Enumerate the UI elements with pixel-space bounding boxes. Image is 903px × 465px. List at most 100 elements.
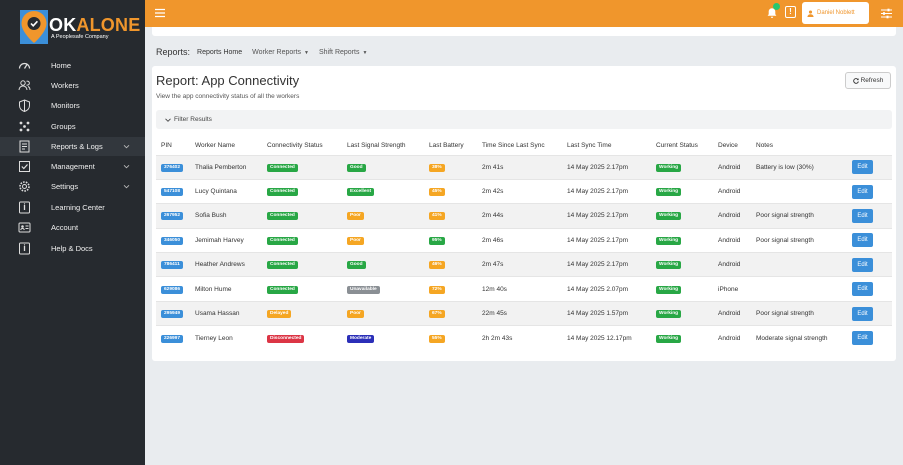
sidebar-item-label: Groups bbox=[51, 122, 76, 131]
signal-badge: Good bbox=[347, 163, 366, 172]
status-badge: Working bbox=[656, 261, 682, 270]
table-header: PIN Worker Name Connectivity Status Last Si… bbox=[156, 136, 892, 155]
sidebar-item-monitors[interactable]: Monitors bbox=[0, 96, 145, 115]
table-row: 376402 Thalia Pemberton Connected Good 38% 2m… bbox=[156, 155, 892, 180]
gear-icon bbox=[19, 181, 30, 192]
sliders-icon[interactable] bbox=[881, 8, 892, 19]
sidebar-item-home[interactable]: Home bbox=[0, 56, 145, 75]
worker-name: Usama Hassan bbox=[195, 310, 240, 318]
device: Android bbox=[718, 334, 741, 342]
signal-badge: Poor bbox=[347, 212, 364, 221]
column-header: Current Status bbox=[656, 141, 698, 149]
notes: Moderate signal strength bbox=[756, 334, 828, 342]
table-row: 267952 Sofia Bush Connected Poor 41% 2m 44s 14… bbox=[156, 203, 892, 229]
device: Android bbox=[718, 310, 741, 318]
pin-badge[interactable]: 376402 bbox=[161, 163, 184, 172]
notes bbox=[756, 179, 852, 203]
sidebar-item-management[interactable]: Management bbox=[0, 157, 145, 176]
pin-badge[interactable]: 629086 bbox=[161, 285, 184, 294]
status-badge: Working bbox=[656, 334, 682, 343]
top-strip bbox=[152, 27, 896, 36]
signal-badge: Poor bbox=[347, 310, 364, 319]
chevron-down-icon bbox=[165, 117, 171, 122]
location-pin-logo-icon bbox=[20, 10, 48, 44]
bell-icon[interactable] bbox=[766, 7, 778, 19]
sidebar-item-reports-logs[interactable]: Reports & Logs bbox=[0, 137, 145, 156]
time-since-sync: 2m 47s bbox=[482, 261, 504, 269]
battery-badge: 46% bbox=[429, 261, 445, 270]
page-title: Report: App Connectivity bbox=[156, 73, 300, 88]
pin-badge[interactable]: 295949 bbox=[161, 310, 184, 319]
table-row: 226997 Tierney Leon Disconnected Moderate 55… bbox=[156, 325, 892, 350]
sidebar-item-account[interactable]: Account bbox=[0, 218, 145, 237]
chevron-down-icon bbox=[123, 144, 130, 149]
sidebar-item-workers[interactable]: Workers bbox=[0, 76, 145, 95]
device: Android bbox=[718, 212, 741, 220]
refresh-button[interactable]: Refresh bbox=[845, 72, 891, 89]
table-row: 346050 Jemimah Harvey Connected Poor 95% 2m 4… bbox=[156, 228, 892, 252]
column-header: Worker Name bbox=[195, 141, 235, 149]
device: Android bbox=[718, 261, 741, 269]
pin-badge[interactable]: 346050 bbox=[161, 236, 184, 245]
breadcrumb-reports-home[interactable]: Reports Home bbox=[197, 48, 243, 56]
groups-icon bbox=[19, 121, 30, 132]
time-since-sync: 2m 42s bbox=[482, 188, 504, 196]
battery-badge: 95% bbox=[429, 236, 445, 245]
sidebar-item-groups[interactable]: Groups bbox=[0, 117, 145, 136]
battery-badge: 41% bbox=[429, 212, 445, 221]
signal-badge: Good bbox=[347, 261, 366, 270]
signal-badge: Poor bbox=[347, 236, 364, 245]
brand-tagline: A Peoplesafe Company bbox=[51, 34, 109, 40]
signal-badge: Unavailable bbox=[347, 285, 380, 294]
filter-label: Filter Results bbox=[174, 116, 212, 123]
battery-badge: 72% bbox=[429, 285, 445, 294]
sidebar-item-learning-center[interactable]: Learning Center bbox=[0, 198, 145, 217]
last-sync-time: 14 May 2025 2.17pm bbox=[567, 236, 629, 244]
info-icon[interactable]: ! bbox=[785, 6, 796, 18]
time-since-sync: 22m 45s bbox=[482, 310, 507, 318]
edit-button[interactable]: Edit bbox=[852, 282, 873, 297]
last-sync-time: 14 May 2025 2.07pm bbox=[567, 285, 629, 293]
status-badge: Working bbox=[656, 236, 682, 245]
breadcrumb-worker-reports[interactable]: Worker Reports ▼ bbox=[252, 48, 309, 56]
device: iPhone bbox=[718, 285, 739, 293]
edit-button[interactable]: Edit bbox=[852, 331, 873, 346]
pin-badge[interactable]: 267952 bbox=[161, 212, 184, 221]
last-sync-time: 14 May 2025 2.17pm bbox=[567, 261, 629, 269]
time-since-sync: 2m 41s bbox=[482, 163, 504, 171]
filter-results-toggle[interactable]: Filter Results bbox=[156, 110, 892, 129]
column-header bbox=[852, 136, 892, 155]
sidebar-item-help-docs[interactable]: Help & Docs bbox=[0, 239, 145, 258]
sidebar-item-settings[interactable]: Settings bbox=[0, 177, 145, 196]
last-sync-time: 14 May 2025 12.17pm bbox=[567, 334, 632, 342]
device: Android bbox=[718, 163, 741, 171]
edit-button[interactable]: Edit bbox=[852, 306, 873, 321]
check-square-icon bbox=[19, 161, 30, 172]
menu-toggle-icon[interactable] bbox=[155, 8, 165, 18]
pin-badge[interactable]: 786411 bbox=[161, 261, 183, 270]
worker-name: Lucy Quintana bbox=[195, 188, 237, 196]
edit-button[interactable]: Edit bbox=[852, 184, 873, 199]
page-subtitle: View the app connectivity status of all … bbox=[156, 93, 300, 100]
last-sync-time: 14 May 2025 2.17pm bbox=[567, 188, 629, 196]
table-row: 547108 Lucy Quintana Connected Excellent 45%… bbox=[156, 179, 892, 203]
edit-button[interactable]: Edit bbox=[852, 208, 873, 223]
account-card-icon bbox=[18, 222, 31, 233]
edit-button[interactable]: Edit bbox=[852, 257, 873, 272]
refresh-label: Refresh bbox=[860, 77, 884, 84]
status-badge: Working bbox=[656, 212, 682, 221]
breadcrumb-shift-reports[interactable]: Shift Reports ▼ bbox=[319, 48, 368, 56]
user-menu-button[interactable]: Daniel Noblett bbox=[802, 2, 869, 24]
edit-button[interactable]: Edit bbox=[852, 233, 873, 248]
connectivity-badge: Connected bbox=[267, 236, 298, 245]
pin-badge[interactable]: 226997 bbox=[161, 334, 184, 343]
pin-badge[interactable]: 547108 bbox=[161, 188, 184, 197]
edit-button[interactable]: Edit bbox=[852, 160, 873, 175]
column-header: Last Signal Strength bbox=[347, 141, 406, 149]
worker-name: Thalia Pemberton bbox=[195, 163, 247, 171]
shield-icon bbox=[19, 99, 30, 112]
time-since-sync: 2h 2m 43s bbox=[482, 334, 513, 342]
status-badge: Working bbox=[656, 310, 682, 319]
status-badge: Working bbox=[656, 188, 682, 197]
okalone-logo[interactable]: OKALONE A Peoplesafe Company bbox=[20, 10, 140, 46]
